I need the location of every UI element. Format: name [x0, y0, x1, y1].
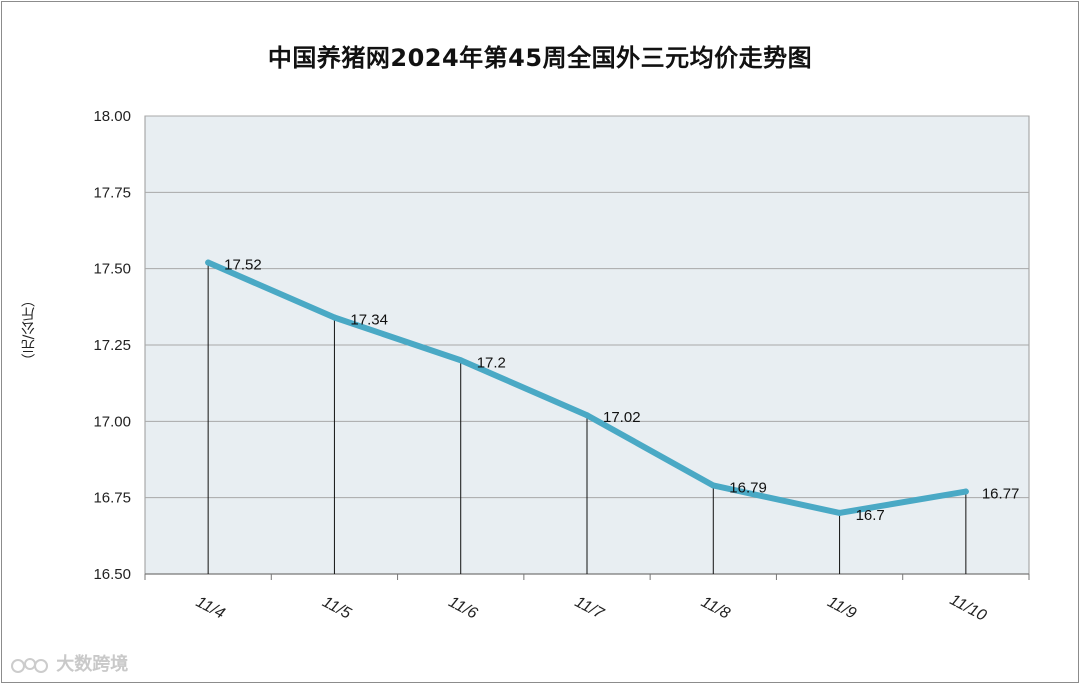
x-tick-label: 11/4	[193, 593, 228, 622]
data-label: 16.79	[729, 479, 767, 496]
y-tick-label: 16.75	[93, 490, 131, 507]
y-tick-label: 17.00	[93, 413, 131, 430]
data-point	[205, 259, 212, 266]
y-tick-label: 17.25	[93, 337, 131, 354]
chart-title: 中国养猪网2024年第45周全国外三元均价走势图	[267, 44, 813, 72]
data-label: 16.7	[856, 507, 885, 524]
data-point	[331, 314, 338, 321]
data-label: 16.77	[982, 486, 1020, 503]
watermark-logo-icon	[11, 658, 48, 673]
data-point	[962, 488, 969, 495]
data-label: 17.52	[224, 257, 262, 274]
data-point	[836, 509, 843, 516]
x-tick-label: 11/5	[319, 593, 354, 622]
data-label: 17.2	[477, 354, 506, 371]
data-point	[457, 357, 464, 364]
y-tick-label: 17.75	[93, 184, 131, 201]
x-tick-label: 11/10	[947, 591, 989, 624]
y-tick-label: 18.00	[93, 108, 131, 125]
data-point	[584, 412, 590, 419]
y-tick-label: 16.50	[93, 566, 131, 583]
x-tick-label: 11/8	[698, 593, 733, 622]
data-point	[710, 482, 717, 489]
data-label: 17.34	[350, 312, 388, 329]
watermark-text: 大数跨境	[56, 654, 129, 675]
x-tick-label: 11/7	[572, 593, 607, 623]
watermark: 大数跨境	[10, 650, 128, 676]
data-label: 17.02	[603, 409, 641, 426]
y-tick-label: 17.50	[93, 261, 131, 278]
x-tick-label: 11/6	[446, 593, 481, 622]
x-tick-label: 11/9	[824, 593, 859, 622]
